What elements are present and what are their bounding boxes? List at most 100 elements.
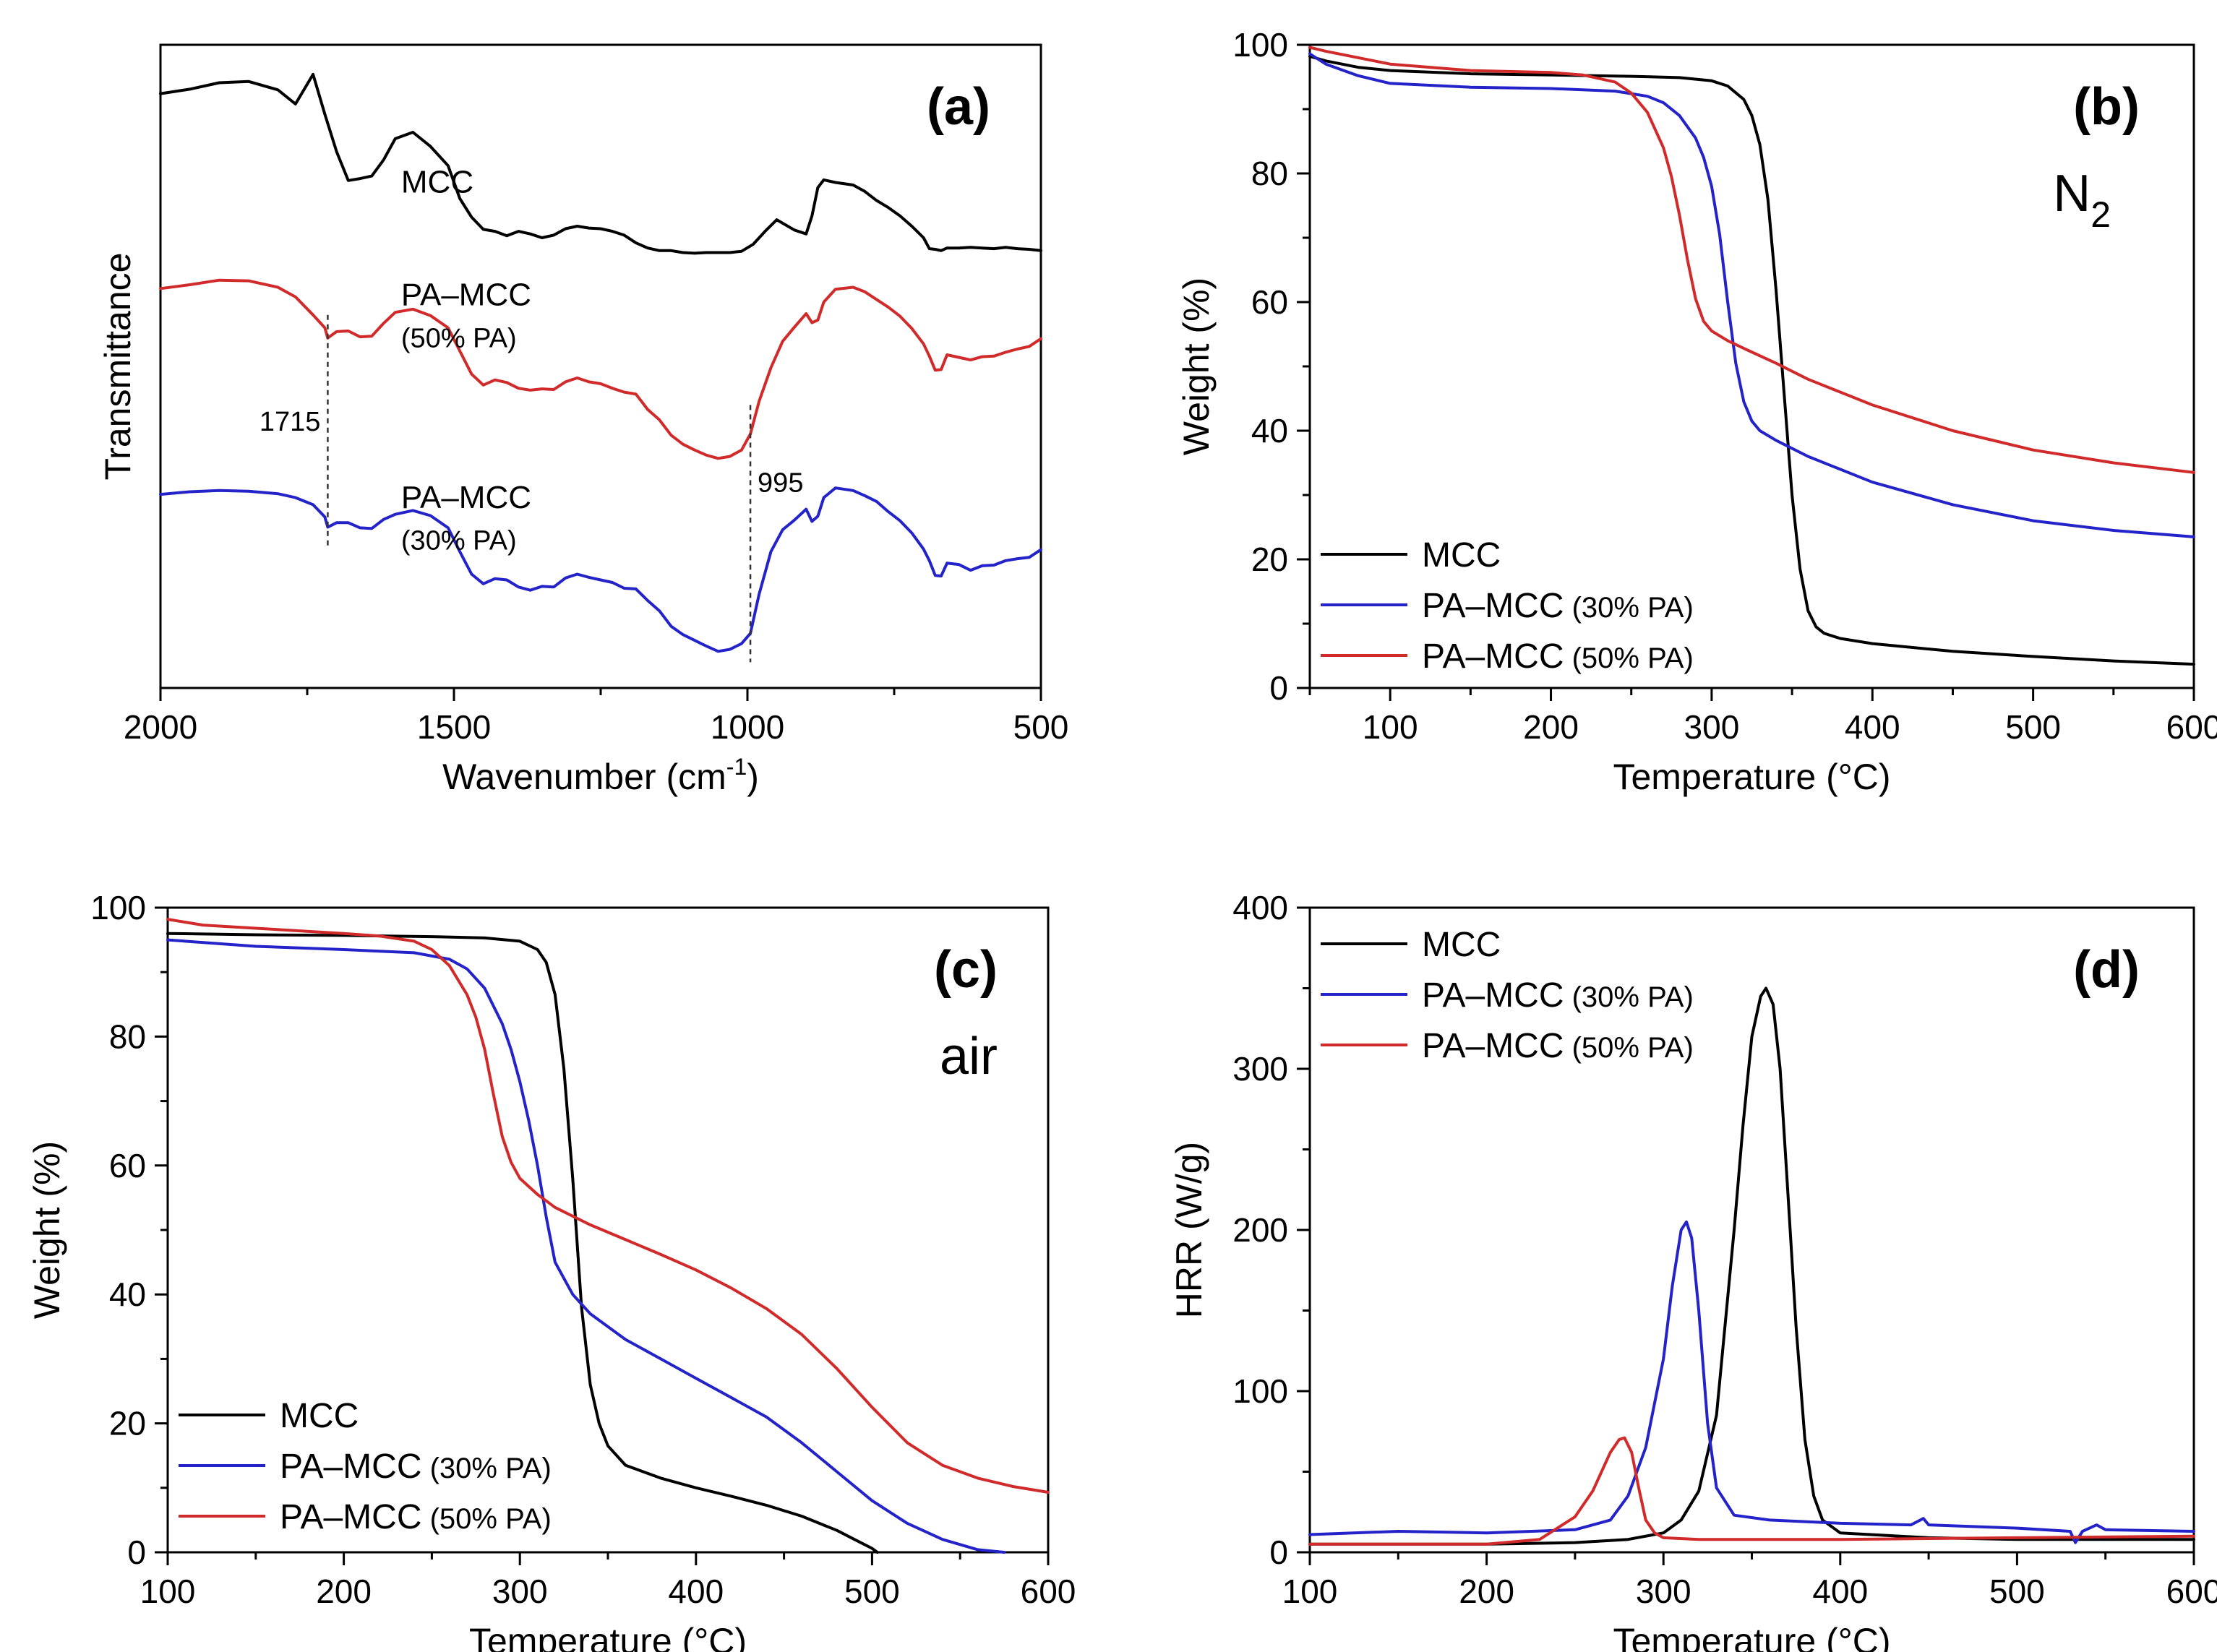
y-tick-label-c-0: 0 (127, 1533, 146, 1571)
series-line-a-pa30 (159, 486, 1042, 653)
series-label-a-pa30: PA–MCC (401, 480, 531, 515)
env-label-b: N2 (2053, 165, 2111, 235)
y-tick-label-c-100: 100 (90, 889, 146, 926)
x-tick-label-c-600: 600 (1021, 1573, 1076, 1610)
series-label-a-pa50: PA–MCC (401, 277, 531, 312)
legend-label-main: PA–MCC (280, 1498, 421, 1536)
y-tick-label-c-40: 40 (109, 1275, 146, 1313)
y-tick-label-b-20: 20 (1251, 541, 1288, 578)
x-tick-label-d-500: 500 (1989, 1573, 2045, 1610)
legend-label-d-pa50: PA–MCC (50% PA) (1422, 1027, 1694, 1065)
y-tick-label-c-20: 20 (109, 1405, 146, 1442)
x-tick-label-c-300: 300 (492, 1573, 548, 1610)
legend-label-b-pa30: PA–MCC (30% PA) (1422, 587, 1694, 625)
x-tick-label-b-100: 100 (1363, 708, 1418, 746)
y-tick-label-b-60: 60 (1251, 283, 1288, 321)
x-tick-label-c-200: 200 (316, 1573, 372, 1610)
x-axis-label-b: Temperature (°C) (1613, 757, 1891, 797)
annotation-995: 995 (758, 468, 803, 499)
panel-tag-d: (d) (2073, 941, 2140, 999)
legend-label-main: MCC (1422, 536, 1501, 575)
x-axis-label-c: Temperature (°C) (469, 1621, 747, 1652)
y-tick-label-d-0: 0 (1269, 1533, 1288, 1571)
x-tick-label-a-500: 500 (1013, 708, 1069, 746)
x-tick-label-b-600: 600 (2166, 708, 2217, 746)
x-axis-label-a: Wavenumber (cm-1) (442, 754, 759, 797)
y-axis-label-b: Weight (%) (1176, 278, 1217, 455)
series-line-b-mcc (1308, 55, 2195, 666)
plot-frame-a (159, 43, 1042, 689)
x-tick-label-c-400: 400 (668, 1573, 724, 1610)
panel-tag-c: (c) (934, 941, 998, 999)
legend-label-sub: (30% PA) (421, 1453, 551, 1484)
series-line-b-pa30 (1308, 52, 2195, 538)
x-tick-label-b-400: 400 (1845, 708, 1900, 746)
series-line-d-pa30 (1308, 1220, 2195, 1544)
env-label-c: air (940, 1028, 998, 1085)
y-tick-label-d-200: 200 (1232, 1211, 1288, 1249)
y-tick-label-d-300: 300 (1232, 1050, 1288, 1088)
panel-d: 100 200 300 400 500 6000100200300400MCCPA–MCC… (1169, 889, 2217, 1652)
series-line-c-pa30 (166, 938, 1006, 1554)
legend-label-main: PA–MCC (1422, 1027, 1564, 1065)
legend-label-sub: (50% PA) (1564, 642, 1693, 674)
legend-label-main: MCC (280, 1397, 359, 1435)
x-tick-label-a-1000: 1000 (711, 708, 784, 746)
y-tick-label-b-80: 80 (1251, 155, 1288, 192)
x-tick-label-c-500: 500 (844, 1573, 900, 1610)
x-tick-label-b-500: 500 (2005, 708, 2061, 746)
y-tick-label-c-80: 80 (109, 1018, 146, 1055)
x-tick-label-d-400: 400 (1812, 1573, 1868, 1610)
series-sublabel-a-pa50: (50% PA) (401, 323, 517, 353)
legend-label-main: PA–MCC (1422, 587, 1564, 625)
legend-label-sub: (30% PA) (1564, 981, 1693, 1013)
x-tick-label-d-200: 200 (1459, 1573, 1514, 1610)
series-label-a-mcc: MCC (401, 165, 473, 200)
panel-b: 100 200 300 400 500 600 0 20 40 60 80 100 MCC PA–MCC … (1176, 26, 2217, 797)
y-tick-label-d-400: 400 (1232, 889, 1288, 926)
series-sublabel-a-pa30: (30% PA) (401, 526, 517, 556)
series-line-a-pa50 (159, 278, 1042, 460)
x-axis-label-main: Wavenumber (cm (442, 757, 726, 797)
y-tick-label-d-100: 100 (1232, 1372, 1288, 1410)
x-tick-label-b-300: 300 (1684, 708, 1740, 746)
x-tick-label-c-100: 100 (140, 1573, 196, 1610)
legend-label-b-pa50: PA–MCC (50% PA) (1422, 637, 1694, 676)
x-tick-label-b-200: 200 (1523, 708, 1579, 746)
legend-label-main: PA–MCC (1422, 637, 1564, 676)
series-line-c-mcc (166, 932, 879, 1554)
series-line-b-pa50 (1308, 46, 2195, 474)
y-axis-label-a: Transmittance (98, 253, 138, 481)
y-tick-label-b-0: 0 (1269, 669, 1288, 707)
series-line-c-pa50 (166, 918, 1050, 1494)
y-axis-label-c: Weight (%) (27, 1141, 67, 1319)
legend-label-c-pa30: PA–MCC (30% PA) (280, 1447, 552, 1486)
legend-label-c-mcc: MCC (280, 1397, 359, 1435)
legend-label-c-pa50: PA–MCC (50% PA) (280, 1498, 552, 1536)
x-tick-label-a-2000: 2000 (124, 708, 197, 746)
x-axis-label-end: ) (747, 757, 759, 797)
legend-label-sub: (50% PA) (1564, 1032, 1693, 1064)
panel-tag-a: (a) (927, 78, 990, 136)
x-tick-label-d-300: 300 (1636, 1573, 1691, 1610)
legend-label-d-mcc: MCC (1422, 926, 1501, 964)
y-tick-label-c-60: 60 (109, 1147, 146, 1184)
legend-label-main: PA–MCC (1422, 976, 1564, 1015)
x-axis-label-d: Temperature (°C) (1613, 1621, 1891, 1652)
legend-label-sub: (50% PA) (421, 1503, 551, 1535)
legend-label-sub: (30% PA) (1564, 592, 1693, 624)
env-label-sub: 2 (2091, 194, 2111, 235)
legend-label-main: PA–MCC (280, 1447, 421, 1486)
x-tick-label-d-100: 100 (1282, 1573, 1338, 1610)
y-tick-label-b-40: 40 (1251, 412, 1288, 449)
series-line-a-mcc (159, 72, 1042, 255)
series-line-d-mcc (1308, 986, 2195, 1546)
panel-a: 2000 1500 1000 500 1715 995 MCC PA–MCC (50% PA) P… (98, 43, 1069, 797)
annotation-1715: 1715 (260, 407, 321, 437)
y-tick-label-b-100: 100 (1232, 26, 1288, 64)
x-tick-label-a-1500: 1500 (417, 708, 491, 746)
series-line-d-pa50 (1308, 1436, 2195, 1546)
y-axis-label-d: HRR (W/g) (1169, 1142, 1209, 1318)
legend-label-main: MCC (1422, 926, 1501, 964)
